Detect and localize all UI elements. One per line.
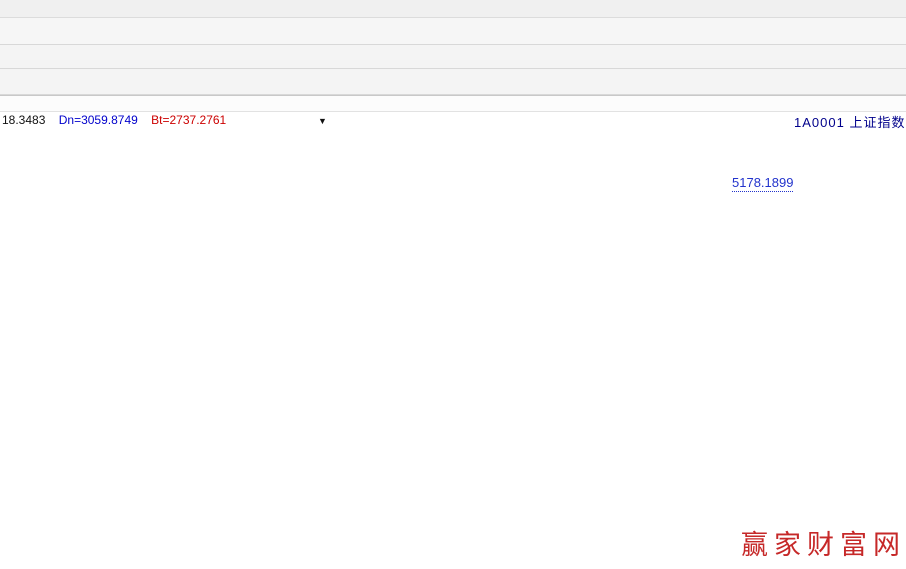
watermark-text: 赢家财富网 [741, 530, 906, 561]
indicator-up-value: 18.3483 [2, 113, 46, 127]
indicator-dropdown-arrow[interactable]: ▼ [318, 116, 327, 126]
symbol-name: 上证指数 [849, 115, 906, 130]
main-toolbar [0, 18, 906, 45]
drawing-toolbar [0, 69, 906, 95]
symbol-code: 1A0001 [794, 115, 845, 130]
icon-toolbar [0, 45, 906, 69]
indicator-bt-value: Bt=2737.2761 [151, 113, 227, 127]
indicator-dn-value: Dn=3059.8749 [58, 113, 138, 127]
date-axis [0, 95, 906, 112]
symbol-title: 1A0001 上证指数 [794, 112, 905, 131]
menu-bar [0, 0, 906, 18]
indicator-info-line: 18.3483 Dn=3059.8749 Bt=2737.2761 [2, 113, 226, 127]
peak-price-label: 5178.1899 [732, 175, 794, 192]
